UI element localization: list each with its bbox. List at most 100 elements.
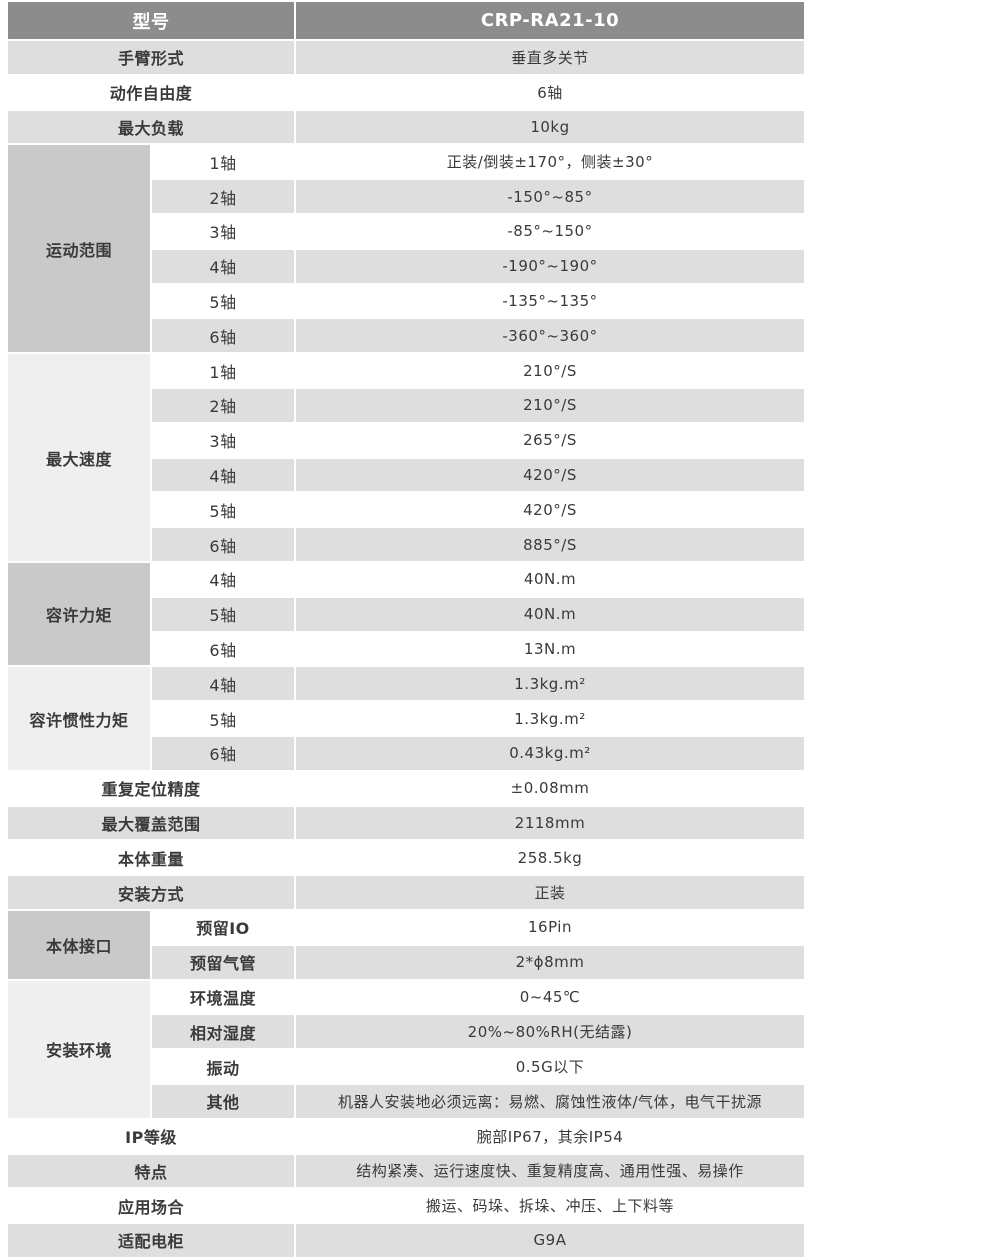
table-row: 3轴 265°/S [8, 423, 804, 457]
table-row: 预留气管 2*ϕ8mm [8, 945, 804, 979]
sub-label: 4轴 [152, 667, 294, 701]
table-row: 5轴 40N.m [8, 597, 804, 631]
spec-value: -85°~150° [296, 214, 804, 248]
sub-label: 5轴 [152, 493, 294, 527]
spec-value: 20%~80%RH(无结露) [296, 1015, 804, 1049]
sub-label: 2轴 [152, 180, 294, 213]
sub-label: 6轴 [152, 528, 294, 561]
spec-value: 正装/倒装±170°，侧装±30° [296, 145, 804, 179]
spec-value: 结构紧凑、运行速度快、重复精度高、通用性强、易操作 [296, 1154, 804, 1188]
group-label: 安装环境 [8, 980, 150, 1118]
table-row: 6轴 0.43kg.m² [8, 736, 804, 770]
spec-value: 正装 [296, 876, 804, 909]
table-row: 5轴 1.3kg.m² [8, 702, 804, 735]
table-row: 振动 0.5G以下 [8, 1050, 804, 1083]
spec-value: 885°/S [296, 528, 804, 561]
table-row: 重复定位精度 ±0.08mm [8, 771, 804, 805]
table-row: 容许力矩 4轴 40N.m [8, 562, 804, 666]
spec-value: -135°~135° [296, 284, 804, 318]
header-model: CRP-RA21-10 [296, 2, 804, 39]
spec-value: 1.3kg.m² [296, 667, 804, 701]
sub-label: 6轴 [152, 632, 294, 666]
sub-label: 6轴 [152, 319, 294, 353]
spec-value: 258.5kg [296, 841, 804, 875]
group-label: 运动范围 [8, 145, 150, 353]
spec-value: 0~45℃ [296, 980, 804, 1014]
table-row: 4轴 -190°~190° [8, 249, 804, 283]
sub-label: 4轴 [152, 249, 294, 283]
table-row: 6轴 885°/S [8, 528, 804, 561]
table-row: 最大速度 1轴 210°/S [8, 354, 804, 561]
spec-value: 16Pin [296, 910, 804, 944]
header-label: 型号 [8, 2, 294, 39]
spec-value: 2*ϕ8mm [296, 945, 804, 979]
sub-label: 预留IO [152, 910, 294, 944]
sub-label: 3轴 [152, 423, 294, 457]
group-label: 本体接口 [8, 910, 150, 979]
spec-value: 1.3kg.m² [296, 702, 804, 735]
table-row: 本体接口 预留IO 16Pin [8, 910, 804, 979]
sub-label: 6轴 [152, 736, 294, 770]
table-row: 安装环境 环境温度 0~45℃ [8, 980, 804, 1118]
table-row: 动作自由度 6轴 [8, 75, 804, 109]
table-row: 特点 结构紧凑、运行速度快、重复精度高、通用性强、易操作 [8, 1154, 804, 1188]
table-row: 5轴 420°/S [8, 493, 804, 527]
sub-label: 其他 [152, 1084, 294, 1118]
spec-label: 手臂形式 [8, 41, 294, 74]
spec-value: 265°/S [296, 423, 804, 457]
spec-label: 重复定位精度 [8, 771, 294, 805]
spec-value: 搬运、码垛、拆垛、冲压、上下料等 [296, 1189, 804, 1223]
spec-value: 6轴 [296, 75, 804, 109]
spec-value: 10kg [296, 110, 804, 144]
spec-label: 适配电柜 [8, 1224, 294, 1257]
spec-value: 0.43kg.m² [296, 736, 804, 770]
table-row: 最大覆盖范围 2118mm [8, 806, 804, 840]
spec-value: ±0.08mm [296, 771, 804, 805]
sub-label: 2轴 [152, 388, 294, 422]
spec-value: -190°~190° [296, 249, 804, 283]
table-row: 其他 机器人安装地必须远离：易燃、腐蚀性液体/气体，电气干扰源 [8, 1084, 804, 1118]
table-row: 手臂形式 垂直多关节 [8, 41, 804, 74]
spec-value: 13N.m [296, 632, 804, 666]
table-row: 容许惯性力矩 4轴 1.3kg.m² [8, 667, 804, 770]
sub-label: 1轴 [152, 145, 294, 179]
table-row: 适配电柜 G9A [8, 1224, 804, 1257]
spec-value: 机器人安装地必须远离：易燃、腐蚀性液体/气体，电气干扰源 [296, 1084, 804, 1118]
spec-label: 本体重量 [8, 841, 294, 875]
sub-label: 1轴 [152, 354, 294, 387]
sub-label: 4轴 [152, 562, 294, 596]
sub-label: 5轴 [152, 597, 294, 631]
spec-value: 210°/S [296, 388, 804, 422]
spec-value: -360°~360° [296, 319, 804, 353]
spec-label: 最大负载 [8, 110, 294, 144]
spec-value: 210°/S [296, 354, 804, 387]
spec-value: G9A [296, 1224, 804, 1257]
sub-label: 振动 [152, 1050, 294, 1083]
sub-label: 4轴 [152, 458, 294, 492]
spec-value: 420°/S [296, 458, 804, 492]
table-row: 3轴 -85°~150° [8, 214, 804, 248]
spec-value: 40N.m [296, 562, 804, 596]
sub-label: 5轴 [152, 702, 294, 735]
table-row: 6轴 -360°~360° [8, 319, 804, 353]
group-label: 最大速度 [8, 354, 150, 561]
spec-value: 420°/S [296, 493, 804, 527]
spec-value: 腕部IP67，其余IP54 [296, 1119, 804, 1153]
spec-value: 0.5G以下 [296, 1050, 804, 1083]
sub-label: 3轴 [152, 214, 294, 248]
table-row: 安装方式 正装 [8, 876, 804, 909]
spec-value: 40N.m [296, 597, 804, 631]
spec-value: 2118mm [296, 806, 804, 840]
group-label: 容许惯性力矩 [8, 667, 150, 770]
table-row: 2轴 -150°~85° [8, 180, 804, 213]
table-row: 运动范围 1轴 正装/倒装±170°，侧装±30° [8, 145, 804, 353]
table-row: 本体重量 258.5kg [8, 841, 804, 875]
table-row: IP等级 腕部IP67，其余IP54 [8, 1119, 804, 1153]
group-label: 容许力矩 [8, 562, 150, 666]
sub-label: 环境温度 [152, 980, 294, 1014]
spec-label: 动作自由度 [8, 75, 294, 109]
table-row: 6轴 13N.m [8, 632, 804, 666]
spec-table: 型号 CRP-RA21-10 手臂形式 垂直多关节 动作自由度 6轴 最大负载 10kg 运… [6, 0, 806, 1259]
table-header-row: 型号 CRP-RA21-10 [8, 2, 804, 39]
sub-label: 5轴 [152, 284, 294, 318]
